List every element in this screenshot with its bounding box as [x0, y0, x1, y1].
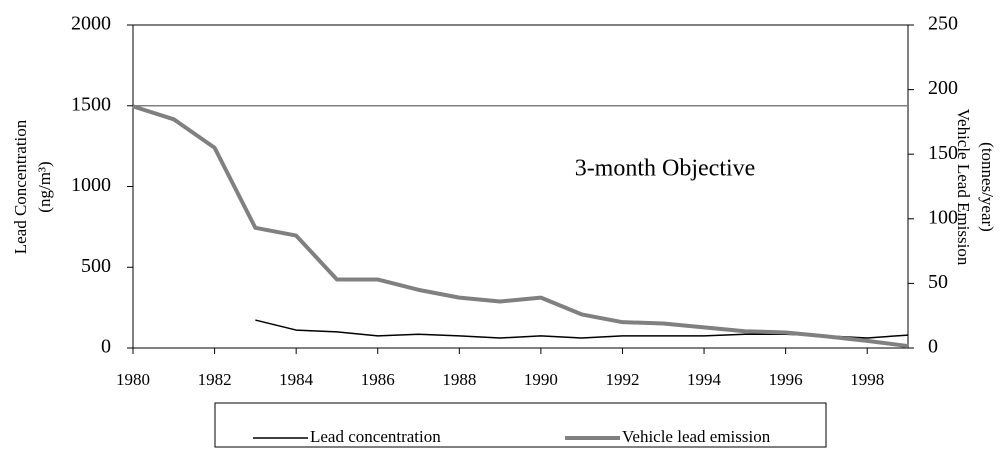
x-tick-label: 1994 — [687, 370, 722, 389]
y-tick-label: 2000 — [71, 13, 111, 35]
x-tick-label: 1988 — [442, 370, 476, 389]
y2-axis-label: (tonnes/year) — [978, 142, 997, 232]
x-tick-label: 1984 — [279, 370, 314, 389]
legend-box — [214, 402, 827, 448]
y-tick-label: 1500 — [71, 93, 111, 115]
legend-label: Lead concentration — [310, 427, 441, 446]
x-tick-label: 1998 — [850, 370, 884, 389]
y2-tick-label: 100 — [928, 206, 958, 228]
y-tick-label: 0 — [101, 336, 111, 358]
y-tick-label: 1000 — [71, 174, 111, 196]
axis-labels: Lead Concentration (ng/m³) Vehicle Lead … — [11, 109, 997, 266]
x-tick-label: 1982 — [198, 370, 232, 389]
x-tick-label: 1996 — [769, 370, 803, 389]
y-axis-label: (ng/m³) — [35, 161, 54, 212]
legend-label: Vehicle lead emission — [622, 427, 771, 446]
x-tick-label: 1980 — [116, 370, 150, 389]
x-tick-label: 1990 — [524, 370, 558, 389]
y2-axis-label: Vehicle Lead Emission — [954, 109, 973, 266]
y2-tick-label: 200 — [928, 77, 958, 99]
y2-tick-label: 50 — [928, 271, 948, 293]
y-axis-label: Lead Concentration — [11, 119, 30, 254]
x-tick-label: 1986 — [361, 370, 395, 389]
y2-tick-label: 0 — [928, 336, 938, 358]
objective-label: 3-month Objective — [575, 155, 756, 181]
y2-tick-label: 150 — [928, 142, 958, 164]
series-line — [132, 104, 909, 349]
y-tick-label: 500 — [81, 255, 111, 277]
x-tick-label: 1992 — [605, 370, 639, 389]
y2-tick-label: 250 — [928, 13, 958, 35]
